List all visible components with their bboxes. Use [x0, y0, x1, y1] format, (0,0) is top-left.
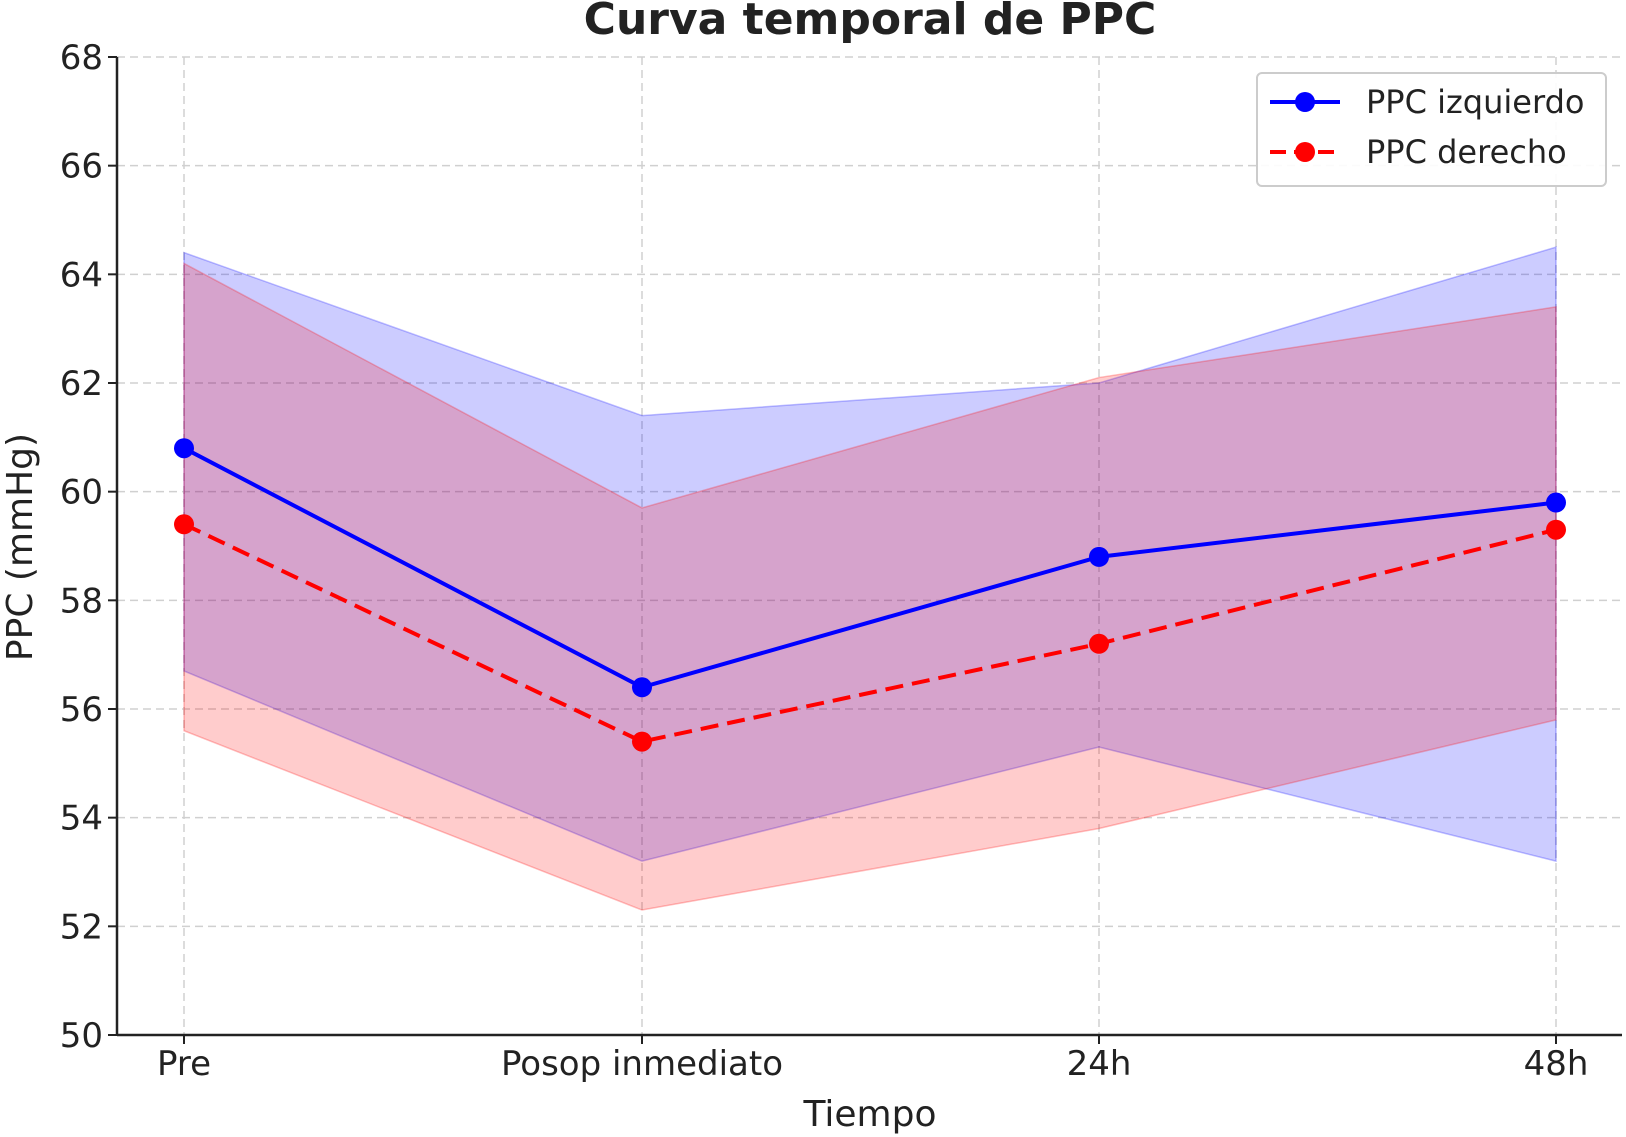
- axes: [108, 56, 1622, 1044]
- line-izquierdo: [183, 446, 1557, 690]
- series-points: [174, 438, 1566, 752]
- y-tick-label: 68: [60, 38, 103, 78]
- line-derecho: [183, 522, 1557, 744]
- legend-marker-izquierdo: [1295, 92, 1315, 112]
- legend-frame: [1256, 72, 1607, 187]
- y-tick-label: 60: [60, 473, 103, 513]
- point-izquierdo: [1089, 546, 1109, 567]
- y-tick-label: 50: [60, 1016, 103, 1056]
- band-izquierdo: [183, 246, 1557, 863]
- point-derecho: [632, 731, 652, 752]
- y-tick-label: 66: [60, 147, 103, 187]
- legend: PPC izquierdo PPC derecho: [1256, 72, 1607, 187]
- y-tick-label: 52: [60, 907, 103, 947]
- y-tick-label: 54: [60, 799, 103, 839]
- y-tick-label: 62: [60, 364, 103, 404]
- point-derecho: [1089, 633, 1109, 654]
- x-tick-labels: Pre Posop inmediato 24h 48h: [157, 1044, 1588, 1084]
- legend-label-derecho: PPC derecho: [1366, 133, 1567, 171]
- y-tick-label: 58: [60, 581, 103, 621]
- point-izquierdo: [632, 677, 652, 698]
- x-tick-label: 24h: [1067, 1044, 1132, 1084]
- legend-marker-derecho: [1295, 142, 1315, 162]
- x-axis-label: Tiempo: [803, 1094, 937, 1135]
- x-tick-label: 48h: [1524, 1044, 1589, 1084]
- chart-title: Curva temporal de PPC: [584, 0, 1157, 45]
- legend-label-izquierdo: PPC izquierdo: [1366, 83, 1584, 121]
- y-tick-label: 64: [60, 255, 103, 295]
- series-lines: [183, 446, 1557, 744]
- y-tick-label: 56: [60, 690, 103, 730]
- band-derecho: [183, 262, 1557, 911]
- point-izquierdo: [1546, 492, 1566, 513]
- point-derecho: [1546, 519, 1566, 540]
- y-tick-labels: 50 52 54 56 58 60 62 64 66 68: [60, 38, 103, 1056]
- confidence-bands: [183, 246, 1557, 911]
- point-izquierdo: [174, 438, 194, 459]
- y-axis-label: PPC (mmHg): [0, 433, 41, 661]
- x-tick-label: Pre: [157, 1044, 211, 1084]
- point-derecho: [174, 514, 194, 535]
- x-tick-label: Posop inmediato: [501, 1044, 783, 1084]
